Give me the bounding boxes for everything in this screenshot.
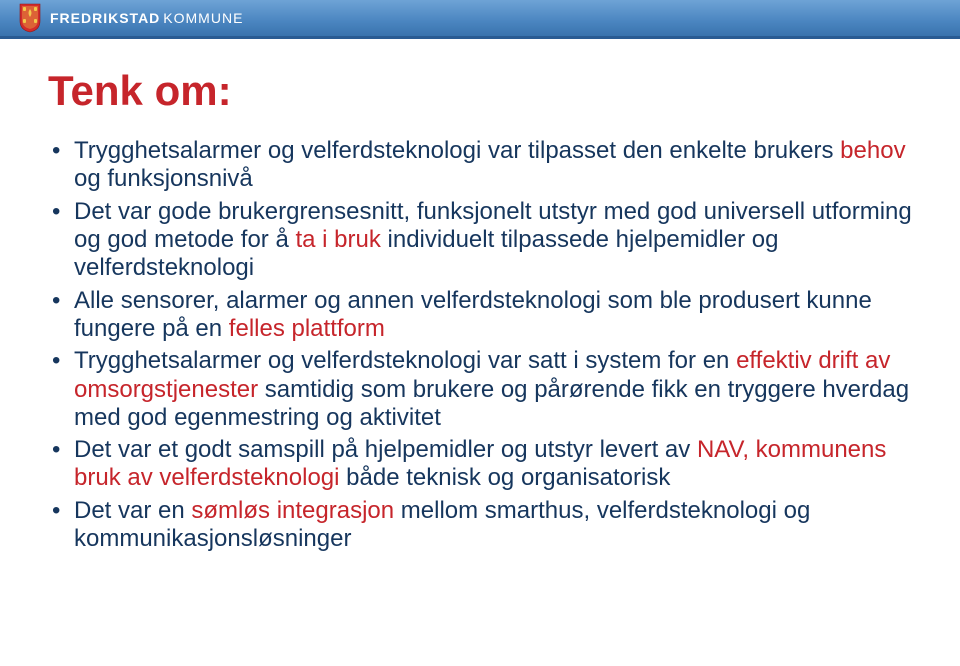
- bullet-segment: Alle sensorer, alarmer og annen velferds…: [74, 287, 878, 342]
- bullet-segment: Trygghetsalarmer og velferdsteknologi va…: [74, 137, 840, 164]
- bullet-segment: Det var en: [74, 497, 191, 524]
- brand-part1: FREDRIKSTAD: [50, 10, 160, 26]
- header-content: FREDRIKSTAD KOMMUNE: [0, 0, 960, 36]
- slide-title: Tenk om:: [48, 67, 912, 115]
- bullet-item: Det var en sømløs integrasjon mellom sma…: [48, 497, 912, 554]
- bullet-item: Trygghetsalarmer og velferdsteknologi va…: [48, 137, 912, 194]
- bullet-item: Trygghetsalarmer og velferdsteknologi va…: [48, 347, 912, 432]
- bullet-segment: sømløs integrasjon: [191, 497, 394, 524]
- bullet-item: Det var et godt samspill på hjelpemidler…: [48, 436, 912, 493]
- bullet-segment: felles plattform: [229, 315, 385, 342]
- bullet-list: Trygghetsalarmer og velferdsteknologi va…: [48, 137, 912, 553]
- slide-body: Tenk om: Trygghetsalarmer og velferdstek…: [0, 39, 960, 666]
- bullet-item: Det var gode brukergrensesnitt, funksjon…: [48, 198, 912, 283]
- bullet-segment: ta i bruk: [295, 226, 380, 253]
- municipality-crest-icon: [18, 3, 42, 33]
- bullet-segment: Det var et godt samspill på hjelpemidler…: [74, 436, 697, 463]
- brand-part2: KOMMUNE: [163, 10, 243, 26]
- bullet-item: Alle sensorer, alarmer og annen velferds…: [48, 287, 912, 344]
- header-bar: FREDRIKSTAD KOMMUNE: [0, 0, 960, 36]
- bullet-segment: Trygghetsalarmer og velferdsteknologi va…: [74, 347, 736, 374]
- bullet-segment: behov: [840, 137, 905, 164]
- brand-text: FREDRIKSTAD KOMMUNE: [50, 10, 243, 26]
- bullet-segment: både teknisk og organisatorisk: [339, 464, 670, 491]
